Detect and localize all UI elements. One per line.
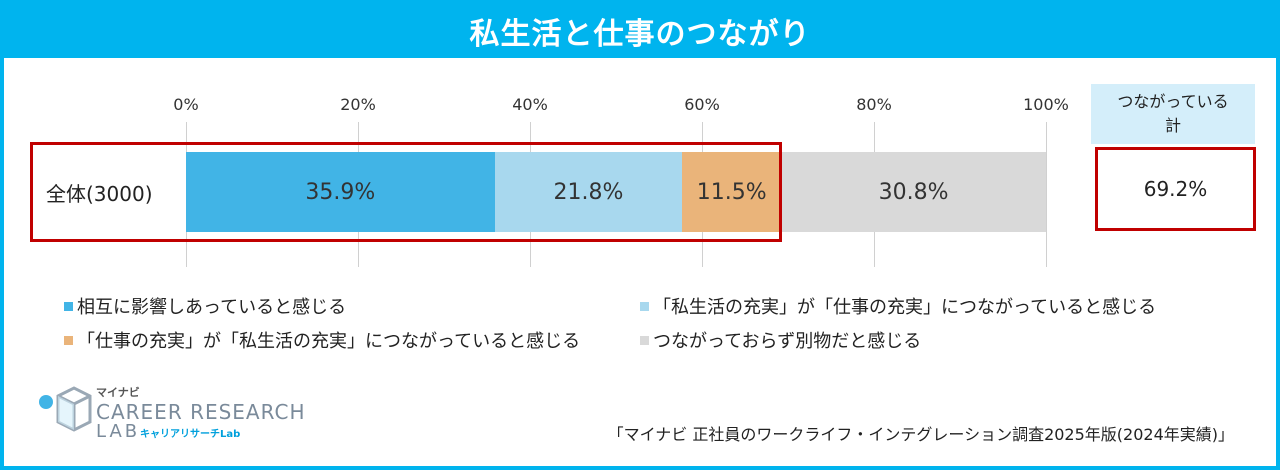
bar-segment-3: 11.5%	[682, 152, 782, 232]
total-value: 69.2%	[1095, 147, 1256, 231]
legend-swatch-3	[64, 335, 73, 345]
x-tick-label: 20%	[340, 95, 376, 114]
logo-main-text: CAREER RESEARCH	[96, 400, 306, 424]
bar-segment-4: 30.8%	[781, 152, 1046, 232]
total-header-line2: 計	[1164, 116, 1181, 135]
legend-item-1: 相互に影響しあっていると感じる	[64, 293, 346, 319]
highlight-box	[30, 142, 782, 242]
x-tick-label: 80%	[856, 95, 892, 114]
logo-small-text: マイナビ	[96, 386, 140, 399]
legend-swatch-4	[640, 335, 649, 345]
gridline	[1046, 122, 1047, 267]
source-note: 「マイナビ 正社員のワークライフ・インテグレーション調査2025年版(2024年…	[607, 425, 1234, 444]
x-tick-label: 0%	[173, 95, 199, 114]
x-tick-label: 60%	[684, 95, 720, 114]
x-tick-label: 40%	[512, 95, 548, 114]
legend-swatch-1	[64, 301, 73, 311]
chart-title: 私生活と仕事のつながり	[4, 4, 1276, 58]
bar-segment-2: 21.8%	[494, 152, 683, 232]
legend-label-3: 「仕事の充実」が「私生活の充実」につながっていると感じる	[77, 331, 581, 352]
legend-item-4: つながっておらず別物だと感じる	[640, 327, 921, 353]
logo-lab-text: LAB	[96, 421, 141, 442]
legend-label-2: 「私生活の充実」が「仕事の充実」につながっていると感じる	[653, 297, 1157, 318]
category-label: 全体(3000)	[46, 182, 153, 206]
stacked-bar: 35.9% 21.8% 11.5% 30.8%	[186, 152, 1046, 232]
total-header: つながっている 計	[1091, 84, 1255, 144]
x-tick-label: 100%	[1023, 95, 1069, 114]
legend-label-1: 相互に影響しあっていると感じる	[77, 297, 347, 318]
logo-sub-text: キャリアリサーチLab	[140, 429, 241, 440]
logo-cube-icon	[39, 386, 92, 432]
bar-segment-1: 35.9%	[186, 152, 495, 232]
legend-label-4: つながっておらず別物だと感じる	[653, 331, 922, 352]
total-header-line1: つながっている	[1117, 92, 1229, 111]
legend-swatch-2	[640, 301, 649, 311]
legend-item-3: 「仕事の充実」が「私生活の充実」につながっていると感じる	[64, 327, 580, 353]
legend-item-2: 「私生活の充実」が「仕事の充実」につながっていると感じる	[640, 293, 1156, 319]
